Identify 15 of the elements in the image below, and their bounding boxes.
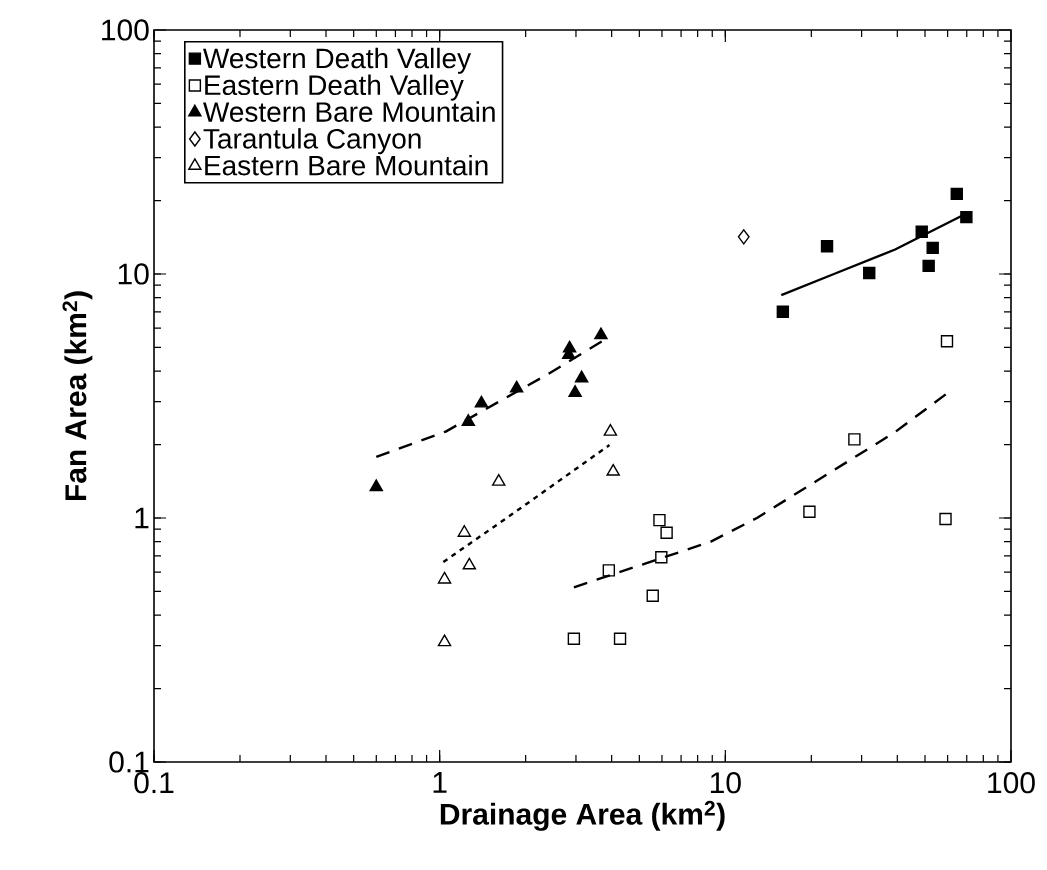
x-tick-label: 100 <box>988 772 1035 794</box>
y-tick-label: 10 <box>118 263 149 285</box>
x-tick-label: 0.1 <box>134 772 174 794</box>
y-tick-label: 1 <box>135 507 149 529</box>
legend-label: Tarantula Canyon <box>203 128 421 155</box>
x-axis-title: Drainage Area (km$^{2}$) <box>440 800 725 831</box>
legend-label: Eastern Bare Mountain <box>205 154 488 176</box>
y-axis-title: Fan Area (km$^{2}$) <box>62 291 93 501</box>
legend-label: Eastern Death Valley <box>205 74 464 101</box>
x-tick-label: 1 <box>433 772 447 793</box>
y-tick-label: 0.1 <box>109 751 149 773</box>
y-tick-label: 100 <box>102 19 149 41</box>
x-tick-label: 10 <box>710 772 741 794</box>
legend-label: Western Bare Mountain <box>203 101 495 122</box>
legend-label: Western Death Valley <box>203 47 472 74</box>
